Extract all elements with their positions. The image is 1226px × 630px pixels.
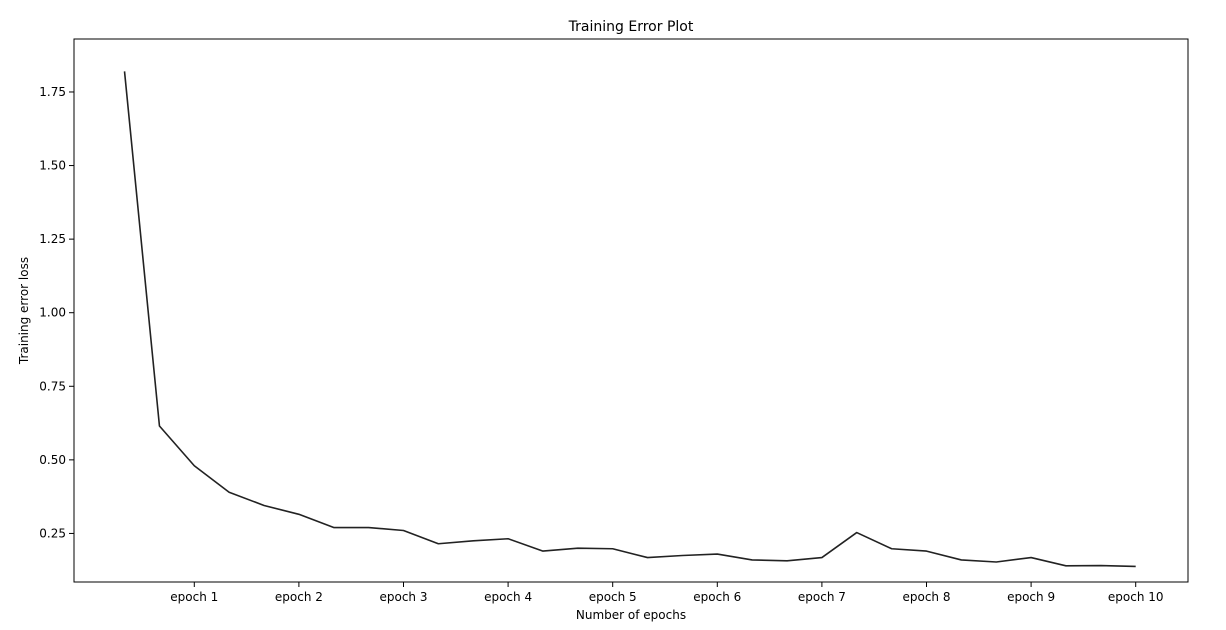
- series-line: [123, 71, 1136, 568]
- x-tick-label: epoch 3: [379, 590, 427, 604]
- y-axis-ticks: 0.25 0.50 0.75 1.00 1.25 1.50 1.75: [39, 85, 74, 540]
- y-tick-label: 1.50: [39, 159, 66, 173]
- y-tick-label: 1.25: [39, 232, 66, 246]
- x-tick-label: epoch 4: [484, 590, 532, 604]
- y-tick-label: 1.00: [39, 306, 66, 320]
- x-tick-label: epoch 9: [1007, 590, 1055, 604]
- x-tick-label: epoch 2: [275, 590, 323, 604]
- y-tick-label: 0.75: [39, 379, 66, 393]
- y-tick-label: 0.25: [39, 526, 66, 540]
- x-tick-label: epoch 10: [1108, 590, 1164, 604]
- chart-title: Training Error Plot: [568, 19, 694, 35]
- x-tick-label: epoch 8: [902, 590, 950, 604]
- x-axis-label: Number of epochs: [576, 608, 686, 622]
- y-axis-label: Training error loss: [17, 257, 31, 365]
- y-tick-label: 1.75: [39, 85, 66, 99]
- plot-frame: [73, 38, 1189, 583]
- x-axis-ticks: epoch 1 epoch 2 epoch 3 epoch 4 epoch 5 epoch…: [170, 582, 1164, 604]
- x-tick-label: epoch 7: [798, 590, 846, 604]
- x-tick-label: epoch 1: [170, 590, 218, 604]
- x-tick-label: epoch 6: [693, 590, 741, 604]
- x-tick-label: epoch 5: [589, 590, 637, 604]
- y-tick-label: 0.50: [39, 453, 66, 467]
